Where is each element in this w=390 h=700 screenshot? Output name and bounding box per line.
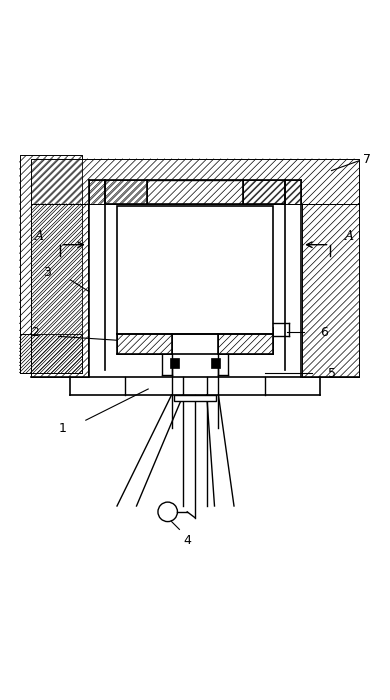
Bar: [302, 204, 359, 377]
Bar: [31, 159, 359, 204]
Text: 2: 2: [31, 326, 39, 339]
Text: 4: 4: [183, 534, 191, 547]
Bar: [20, 335, 82, 373]
Text: 3: 3: [43, 265, 51, 279]
Bar: [89, 181, 147, 204]
Bar: [243, 181, 301, 204]
Bar: [31, 204, 88, 377]
Text: 6: 6: [320, 326, 328, 339]
Bar: [31, 159, 359, 204]
Text: A: A: [34, 230, 44, 243]
Text: 5: 5: [328, 367, 336, 380]
Text: A: A: [344, 230, 354, 243]
Bar: [20, 335, 82, 373]
Bar: [89, 181, 147, 204]
Bar: [117, 327, 172, 354]
Bar: [20, 155, 82, 373]
Bar: [31, 204, 88, 377]
Text: 1: 1: [58, 421, 66, 435]
Bar: [117, 206, 273, 335]
Bar: [20, 155, 82, 373]
Bar: [117, 327, 172, 354]
Bar: [302, 204, 359, 377]
Bar: [243, 181, 301, 204]
Bar: [211, 358, 220, 368]
Bar: [218, 327, 273, 354]
Text: 7: 7: [363, 153, 371, 166]
Bar: [170, 358, 179, 368]
Bar: [174, 395, 216, 400]
Bar: [218, 327, 273, 354]
